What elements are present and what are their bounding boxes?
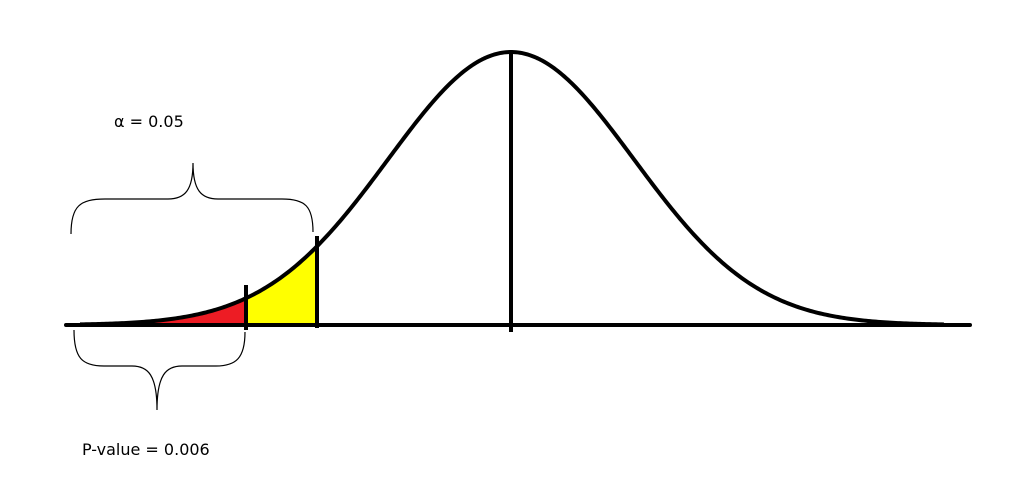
alpha-brace (70, 162, 314, 235)
p-value-brace (73, 329, 246, 411)
p-value-label: P-value = 0.006 (82, 440, 210, 459)
p-value-region (140, 298, 246, 325)
alpha-label: α = 0.05 (114, 112, 184, 131)
alpha-region (246, 246, 317, 325)
